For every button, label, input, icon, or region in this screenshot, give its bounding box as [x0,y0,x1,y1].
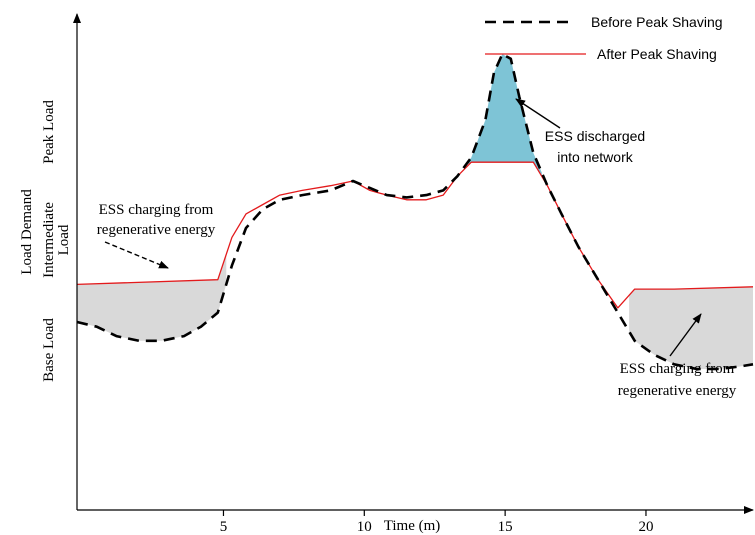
y-band-peak-load: Peak Load [41,100,57,164]
x-tick-label: 15 [498,519,513,535]
annotation-text: regenerative energy [97,222,216,238]
y-band-base-load: Base Load [41,318,57,382]
annotation-text: ESS discharged [545,128,645,144]
annotation-arrow [515,98,561,129]
legend: Before Peak Shaving After Peak Shaving [485,14,723,62]
annotation-charging-right: ESS charging from regenerative energy [618,313,737,399]
annotation-charging-left: ESS charging from regenerative energy [97,202,216,269]
annotation-text: into network [557,149,633,165]
x-tick-label: 5 [220,519,228,535]
annotation-discharge: ESS discharged into network [515,98,645,165]
annotation-text: ESS charging from [620,361,735,377]
discharge-region [468,54,542,177]
annotation-arrow [669,313,702,357]
annotation-text: ESS charging from [99,202,214,218]
legend-label-after: After Peak Shaving [597,46,717,62]
x-axis-label: Time (m) [384,518,441,534]
x-ticks: 5 10 15 20 [220,510,653,535]
y-band-intermediate-line2: Load [56,224,72,255]
x-tick-label: 10 [357,519,372,535]
annotation-arrow [104,241,169,269]
y-band-intermediate-line1: Intermediate [41,202,57,278]
y-axis-label: Load Demand [19,189,35,275]
x-tick-label: 20 [638,519,653,535]
charging-region-left [77,254,227,341]
annotation-text: regenerative energy [618,383,737,399]
legend-label-before: Before Peak Shaving [591,14,723,30]
series-lines [76,52,754,371]
